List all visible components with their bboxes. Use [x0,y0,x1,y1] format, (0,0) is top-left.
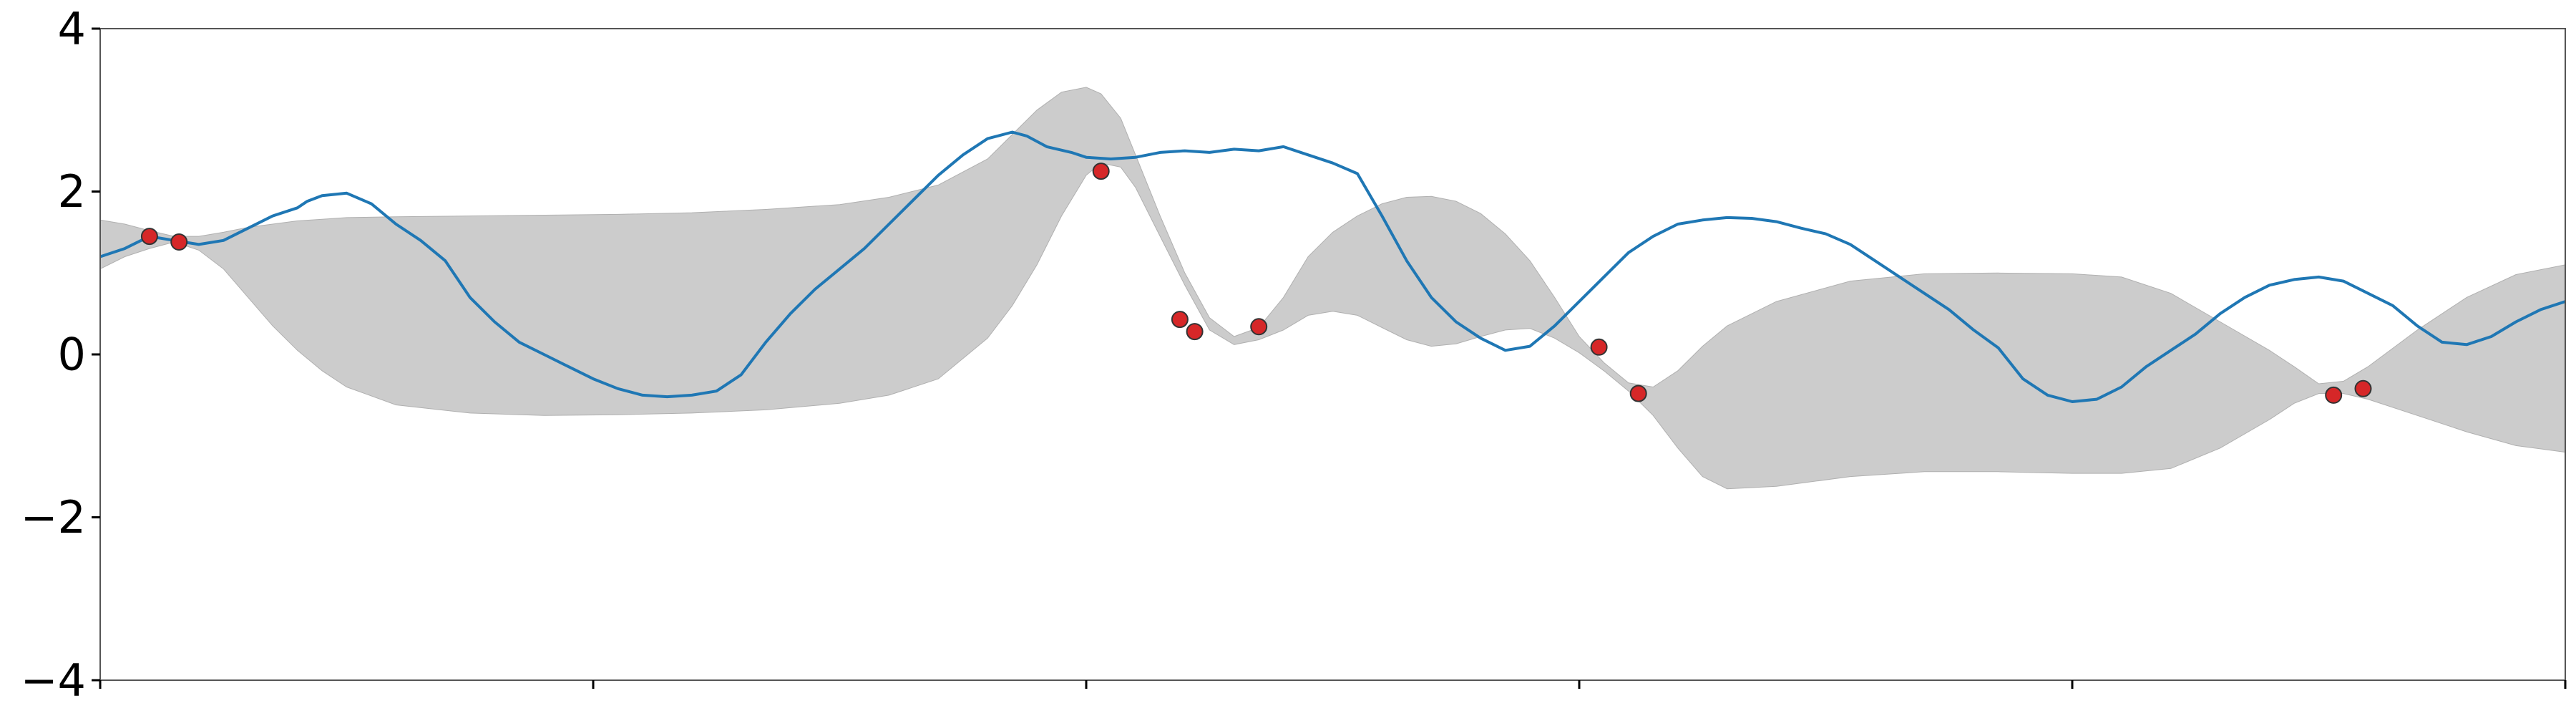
observation-point [170,233,188,251]
observation-point [2354,379,2372,397]
observation-point [1092,163,1110,180]
observation-point [1171,311,1189,329]
observation-point [140,228,158,246]
series-line-0 [99,130,2566,403]
observation-point [1590,338,1608,356]
observation-point [2325,386,2343,404]
y-tick-label: −2 [21,491,86,543]
axes: 4 2 0 −2 −4 [21,3,2567,707]
uncertainty-band [99,87,2566,490]
y-tick-label: −4 [21,654,86,707]
y-tick-label: 0 [58,329,86,381]
plot-area [99,87,2566,490]
observation-point [1629,384,1647,402]
observation-point [1250,318,1268,336]
y-tick-label: 4 [58,3,86,55]
observation-point [1186,323,1204,341]
y-tick-label: 2 [58,165,86,218]
